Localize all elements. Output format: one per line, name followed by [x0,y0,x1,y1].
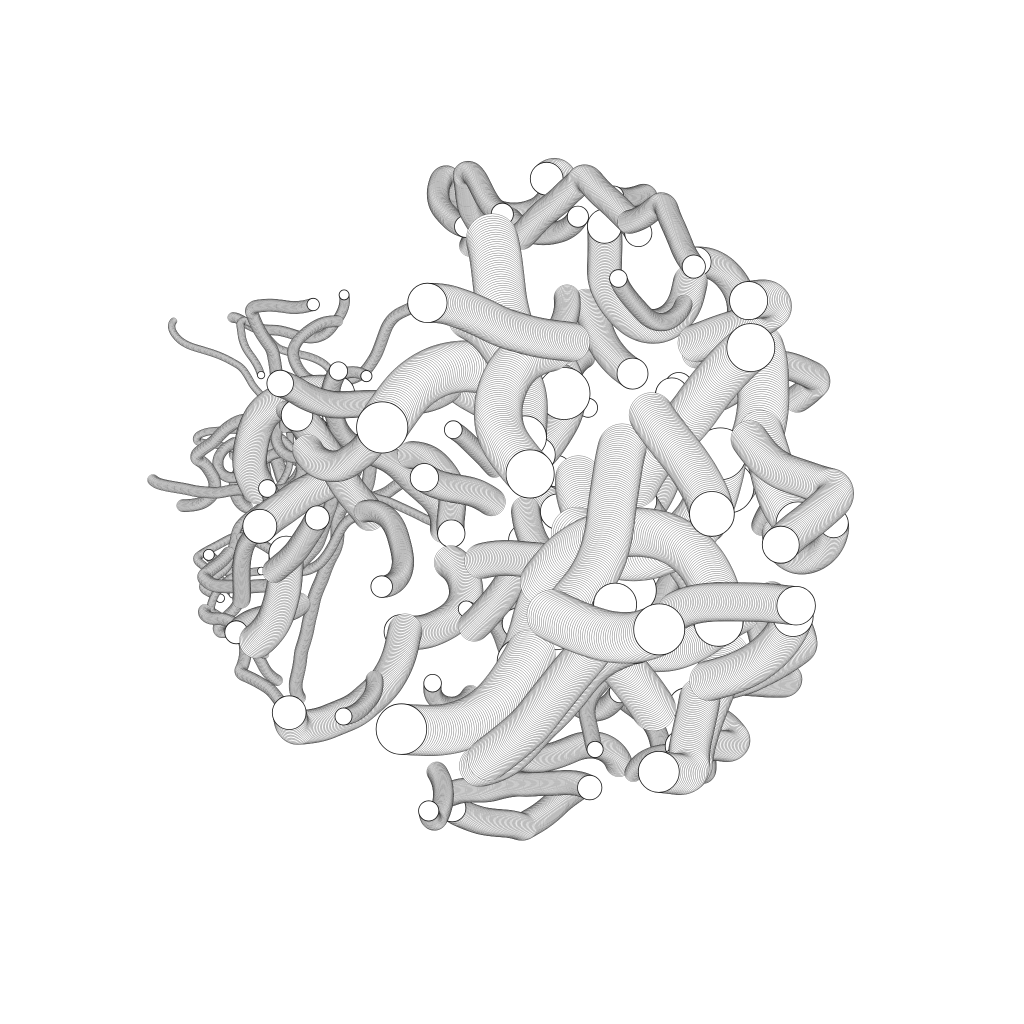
tube-104 [658,582,816,630]
tube-end-cap [689,491,735,537]
tube-end-cap [633,603,686,656]
tube-end-cap [729,281,769,321]
tube-end-cap [338,289,350,301]
tube-106 [628,392,735,537]
tube-end-cap [407,282,448,323]
tube-end-cap [360,370,373,383]
tube-group [147,158,854,841]
tube-end-cap [242,508,278,544]
tube-end-cap [681,254,706,279]
tube-end-cap [566,205,589,228]
tube-end-cap [609,269,628,288]
tube-end-cap [304,505,330,531]
tube-end-cap [202,549,215,561]
tube-end-cap [637,751,680,793]
tube-69 [262,505,330,583]
tube-end-cap [356,401,409,454]
tube-77 [617,192,706,279]
tube-110 [407,282,590,362]
tube-end-cap [443,420,463,440]
tube-end-cap [423,674,442,693]
tube-end-cap [586,740,604,758]
tube-end-cap [776,586,816,626]
tube-end-cap [577,774,603,801]
tube-end-cap [256,370,266,380]
tube-72 [334,670,384,726]
tube-end-cap [437,519,466,548]
tube-108 [526,589,686,664]
tube-68 [609,269,693,332]
tube-111 [730,420,854,564]
tube-60 [353,499,414,598]
tube-end-cap [370,575,393,598]
tube-end-cap [271,695,307,730]
tube-end-cap [409,463,439,493]
tube-end-cap [761,525,800,564]
tube-end-cap [418,800,440,822]
tube-end-cap [258,479,277,498]
tube-end-cap [505,449,555,499]
tube-end-cap [306,297,320,312]
tube-66 [418,761,454,831]
tube-end-cap [328,361,348,381]
tube-end-cap [616,357,649,390]
tube-end-cap [726,323,776,373]
tube-98 [409,463,506,517]
tube-end-cap [375,703,428,755]
tube-end-cap [266,369,294,398]
tube-87 [637,678,721,795]
tube-end-cap [334,707,353,726]
